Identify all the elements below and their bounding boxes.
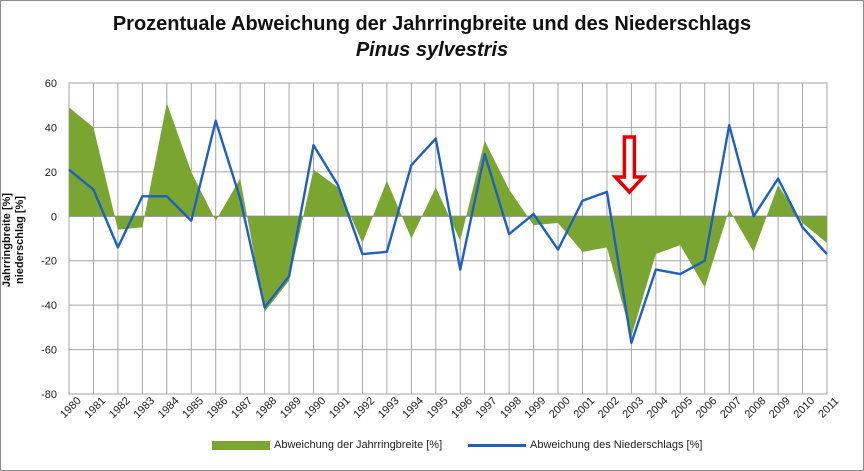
legend-swatch-line — [468, 443, 526, 447]
x-tick-label: 2009 — [767, 395, 793, 421]
x-tick-label: 1992 — [351, 395, 377, 421]
x-tick-label: 2005 — [669, 395, 695, 421]
x-tick-label: 1987 — [229, 395, 255, 421]
x-tick-label: 1989 — [278, 395, 304, 421]
y-tick-label: -20 — [41, 256, 57, 268]
x-tick-label: 2008 — [743, 395, 769, 421]
x-tick-label: 1997 — [474, 395, 500, 421]
x-tick-label: 1999 — [523, 395, 549, 421]
x-tick-label: 2002 — [596, 395, 622, 421]
legend-label-niederschlag: Abweichung des Niederschlags [%] — [530, 439, 703, 451]
x-tick-label: 1994 — [400, 395, 426, 421]
x-tick-label: 2004 — [645, 395, 671, 421]
legend-item-niederschlag: Abweichung des Niederschlags [%] — [468, 439, 702, 451]
y-tick-label: 20 — [45, 167, 57, 179]
x-tick-label: 1980 — [58, 395, 84, 421]
legend: Abweichung der Jahrringbreite [%] Abweic… — [0, 439, 864, 459]
y-tick-label: 40 — [45, 122, 57, 134]
series-line-niederschlag — [68, 119, 828, 345]
x-tick-label: 1983 — [131, 395, 157, 421]
legend-label-jahrringbreite: Abweichung der Jahrringbreite [%] — [274, 439, 443, 451]
x-tick-label: 1995 — [425, 395, 451, 421]
x-tick-label: 1996 — [449, 395, 475, 421]
x-tick-label: 1990 — [302, 395, 328, 421]
x-tick-label: 2003 — [620, 395, 646, 421]
x-tick-label: 1981 — [82, 395, 108, 421]
chart-subtitle: Pinus sylvestris — [355, 39, 509, 61]
x-tick-label: 1982 — [107, 395, 133, 421]
y-tick-label: 0 — [51, 211, 57, 223]
y-tick-label: 60 — [45, 78, 57, 90]
x-tick-label: 2011 — [816, 395, 841, 420]
x-tick-label: 2001 — [571, 395, 597, 421]
x-tick-label: 2010 — [792, 395, 818, 421]
x-tick-label: 1988 — [254, 395, 280, 421]
x-tick-label: 1993 — [376, 395, 402, 421]
legend-swatch-area — [212, 440, 270, 450]
x-tick-label: 1991 — [327, 395, 353, 421]
x-tick-label: 2006 — [694, 395, 720, 421]
x-tick-label: 2000 — [547, 395, 573, 421]
y-tick-label: -60 — [41, 345, 57, 357]
y-tick-label: -40 — [41, 300, 57, 312]
x-tick-label: 1984 — [156, 395, 182, 421]
x-tick-label: 1986 — [205, 395, 231, 421]
x-tick-label: 1998 — [498, 395, 524, 421]
x-tick-label: 2007 — [718, 395, 744, 421]
y-tick-label: -80 — [41, 389, 57, 401]
chart-title: Prozentuale Abweichung der Jahrringbreit… — [112, 13, 752, 35]
legend-item-jahrringbreite: Abweichung der Jahrringbreite [%] — [212, 439, 442, 451]
x-tick-label: 1985 — [180, 395, 206, 421]
arrow-down-icon — [611, 135, 648, 195]
